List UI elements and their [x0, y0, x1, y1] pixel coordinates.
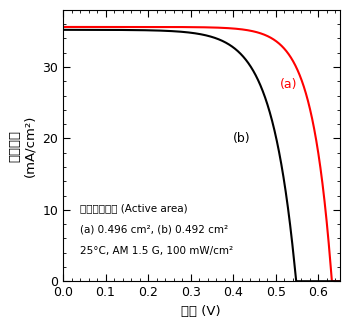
Text: (a): (a) — [280, 78, 298, 91]
X-axis label: 電圧 (V): 電圧 (V) — [181, 305, 221, 318]
Text: 25°C, AM 1.5 G, 100 mW/cm²: 25°C, AM 1.5 G, 100 mW/cm² — [80, 246, 233, 256]
Y-axis label: 電流密度
(mA/cm²): 電流密度 (mA/cm²) — [9, 114, 37, 177]
Text: (b): (b) — [233, 132, 251, 145]
Text: (a) 0.496 cm², (b) 0.492 cm²: (a) 0.496 cm², (b) 0.492 cm² — [80, 225, 228, 235]
Text: セル発電面積 (Active area): セル発電面積 (Active area) — [80, 203, 188, 213]
